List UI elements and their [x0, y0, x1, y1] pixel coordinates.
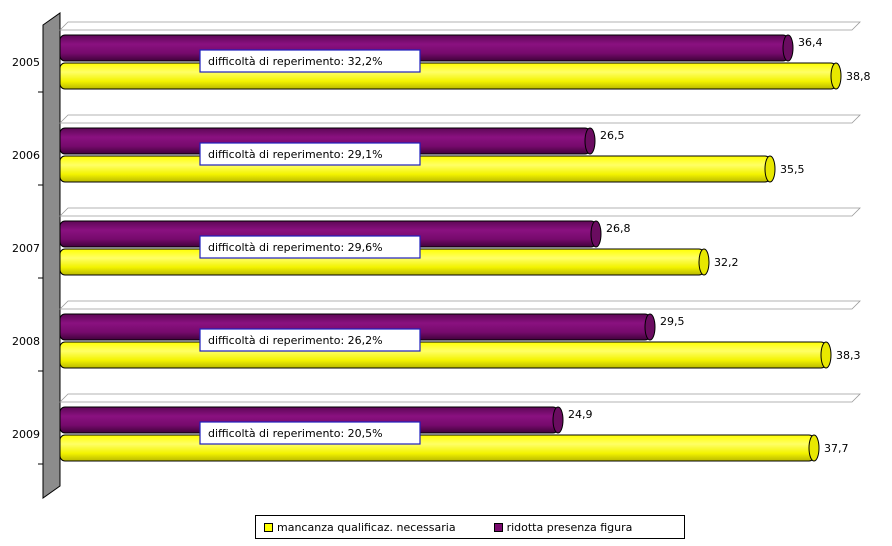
y-tick-label: 2006 — [12, 149, 40, 162]
legend-swatch-purple — [493, 522, 503, 532]
annotation-text: difficoltà di reperimento: 29,6% — [208, 241, 383, 254]
bar-mancanza-label: 37,7 — [824, 442, 849, 455]
bar-mancanza-cap — [808, 434, 820, 462]
y-tick-label: 2008 — [12, 335, 40, 348]
bar-mancanza-label: 32,2 — [714, 256, 739, 269]
legend-swatch-yellow — [264, 522, 273, 532]
annotation-box — [199, 235, 421, 259]
legend-item-ridotta: ridotta presenza figura — [493, 520, 633, 534]
bar-mancanza-cap — [830, 62, 842, 90]
annotation-text: difficoltà di reperimento: 32,2% — [208, 55, 383, 68]
y-tick-label: 2009 — [12, 428, 40, 441]
bar-mancanza — [59, 62, 837, 90]
bar-mancanza — [59, 341, 827, 369]
bar-ridotta-label: 24,9 — [568, 408, 593, 421]
y-tick-label: 2007 — [12, 242, 40, 255]
bar-mancanza — [59, 434, 815, 462]
bar-mancanza-label: 38,8 — [846, 70, 871, 83]
annotation-text: difficoltà di reperimento: 29,1% — [208, 148, 383, 161]
annotation-box — [199, 421, 421, 445]
annotation-box — [199, 142, 421, 166]
y-tick-label: 2005 — [12, 56, 40, 69]
bar-ridotta-cap — [584, 127, 596, 155]
category-slab — [59, 300, 861, 310]
bar-mancanza-cap — [764, 155, 776, 183]
bar-ridotta-cap — [644, 313, 656, 341]
bar-ridotta-cap — [590, 220, 602, 248]
legend-label-mancanza: mancanza qualificaz. necessaria — [277, 520, 456, 534]
axis-wall — [38, 12, 861, 499]
annotation-text: difficoltà di reperimento: 20,5% — [208, 427, 383, 440]
bar-mancanza-cap — [820, 341, 832, 369]
wall-face — [42, 12, 61, 499]
category-slab — [59, 114, 861, 124]
annotation-text: difficoltà di reperimento: 26,2% — [208, 334, 383, 347]
annotation-box — [199, 328, 421, 352]
bar-mancanza-label: 38,3 — [836, 349, 861, 362]
bar-ridotta — [59, 34, 789, 62]
bar-ridotta-cap — [782, 34, 794, 62]
bar-ridotta-label: 36,4 — [798, 36, 823, 49]
bar-ridotta-cap — [552, 406, 564, 434]
bars-group — [59, 34, 842, 462]
legend: mancanza qualificaz. necessaria ridotta … — [255, 515, 685, 539]
legend-item-mancanza: mancanza qualificaz. necessaria — [264, 521, 456, 534]
category-slab — [59, 207, 861, 217]
bar-ridotta-label: 26,8 — [606, 222, 631, 235]
category-slab — [59, 393, 861, 403]
legend-label-ridotta: ridotta presenza figura — [506, 520, 633, 534]
category-slab — [59, 21, 861, 31]
bar-mancanza-label: 35,5 — [780, 163, 805, 176]
annotation-box — [199, 49, 421, 73]
bar-ridotta-label: 26,5 — [600, 129, 625, 142]
bar-ridotta-label: 29,5 — [660, 315, 685, 328]
labels-group: 2005 36,4 38,8 difficoltà di reperimento: 3… — [12, 36, 871, 455]
bar-mancanza-cap — [698, 248, 710, 276]
